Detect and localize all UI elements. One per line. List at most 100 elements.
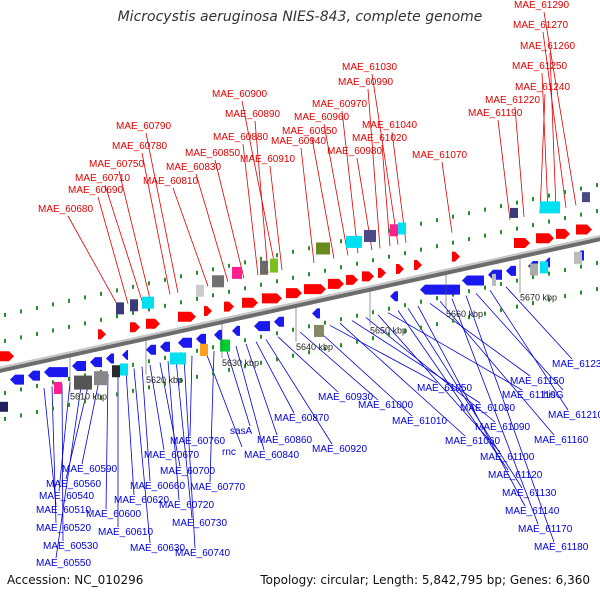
track-tick: [516, 278, 518, 283]
forward-gene-arrow: [0, 351, 14, 362]
reverse-gene-label: MAE_60770: [190, 482, 245, 493]
track-tick: [36, 331, 38, 336]
reverse-connector: [245, 343, 278, 436]
track-tick: [212, 345, 214, 350]
feature-block: [364, 229, 376, 242]
reverse-gene-label: MAE_60840: [244, 450, 299, 461]
reverse-gene-label: MAE_61060: [445, 436, 500, 447]
forward-gene-label: MAE_60880: [213, 132, 268, 143]
track-tick: [276, 279, 278, 284]
reverse-gene-label: MAE_61110: [502, 390, 556, 401]
ruler-label: 5620 kbp: [146, 375, 183, 385]
reverse-connector: [81, 375, 101, 465]
track-tick: [548, 219, 550, 224]
track-tick: [500, 204, 502, 209]
reverse-gene-label: MAE_60860: [257, 435, 312, 446]
forward-connector: [104, 184, 143, 301]
track-tick: [596, 183, 598, 188]
feature-block: [130, 299, 138, 312]
track-tick: [340, 239, 342, 244]
track-tick: [212, 293, 214, 298]
forward-gene-arrow: [304, 284, 326, 295]
track-tick: [212, 267, 214, 272]
forward-connector: [145, 132, 179, 293]
reverse-gene-label: MAE_60590: [62, 464, 117, 475]
feature-block: [232, 266, 242, 279]
forward-gene-label: MAE_60690: [68, 185, 123, 196]
feature-block: [540, 201, 560, 214]
feature-block: [316, 242, 330, 255]
forward-gene-arrow: [396, 263, 404, 274]
feature-block: [398, 222, 406, 235]
track-tick: [404, 251, 406, 256]
track-tick: [244, 286, 246, 291]
track-tick: [244, 260, 246, 265]
track-tick: [148, 385, 150, 390]
forward-gene-arrow: [98, 329, 106, 340]
genome-summary-text: Topology: circular; Length: 5,842,795 bp…: [260, 573, 590, 587]
track-tick: [36, 305, 38, 310]
track-tick: [212, 371, 214, 376]
forward-gene-label: MAE_61020: [352, 133, 407, 144]
ruler-label: 5650 kbp: [370, 326, 407, 336]
track-tick: [228, 263, 230, 268]
track-tick: [484, 207, 486, 212]
track-tick: [388, 306, 390, 311]
reverse-connector: [429, 303, 531, 377]
track-tick: [500, 230, 502, 235]
reverse-gene-arrow: [232, 325, 240, 336]
reverse-gene-arrow: [122, 350, 128, 361]
reverse-connector: [58, 382, 71, 492]
reverse-connector: [141, 366, 151, 482]
reverse-connector: [451, 298, 539, 525]
track-tick: [532, 197, 534, 202]
reverse-gene-label: MAE_61080: [460, 403, 515, 414]
track-tick: [564, 268, 566, 273]
forward-connector: [341, 110, 359, 254]
reverse-gene-label: hisG: [543, 390, 564, 401]
track-tick: [196, 374, 198, 379]
reverse-gene-label: MAE_61120: [488, 470, 543, 481]
track-tick: [180, 274, 182, 279]
track-tick: [580, 264, 582, 269]
track-tick: [116, 314, 118, 319]
track-tick: [276, 357, 278, 362]
track-tick: [324, 346, 326, 351]
feature-block: [170, 352, 186, 365]
track-tick: [244, 338, 246, 343]
track-tick: [116, 392, 118, 397]
forward-gene-arrow: [262, 293, 282, 304]
reverse-connector: [365, 317, 496, 423]
track-tick: [356, 313, 358, 318]
feature-block: [260, 260, 268, 275]
track-tick: [260, 334, 262, 339]
forward-gene-arrow: [286, 288, 302, 299]
forward-gene-label: MAE_60780: [112, 141, 167, 152]
forward-connector: [441, 161, 453, 233]
track-tick: [500, 282, 502, 287]
track-tick: [516, 226, 518, 231]
track-tick: [596, 261, 598, 266]
forward-gene-label: MAE_60710: [75, 173, 130, 184]
label-connectors: [43, 11, 577, 559]
reverse-gene-label: MAE_60660: [130, 481, 185, 492]
track-tick: [420, 221, 422, 226]
forward-gene-label: MAE_61240: [515, 82, 570, 93]
track-tick: [324, 268, 326, 273]
track-tick: [52, 302, 54, 307]
forward-connector: [542, 31, 567, 208]
forward-gene-label: MAE_61040: [362, 120, 417, 131]
reverse-gene-arrow: [506, 265, 516, 276]
reverse-gene-label: MAE_61090: [475, 422, 530, 433]
track-tick: [180, 300, 182, 305]
reverse-gene-arrow: [462, 275, 484, 286]
forward-gene-label: MAE_60830: [166, 162, 221, 173]
reverse-connector: [407, 308, 523, 489]
forward-connector: [242, 143, 259, 276]
track-tick: [468, 211, 470, 216]
forward-gene-arrow: [178, 311, 196, 322]
track-tick: [436, 322, 438, 327]
track-tick: [548, 271, 550, 276]
